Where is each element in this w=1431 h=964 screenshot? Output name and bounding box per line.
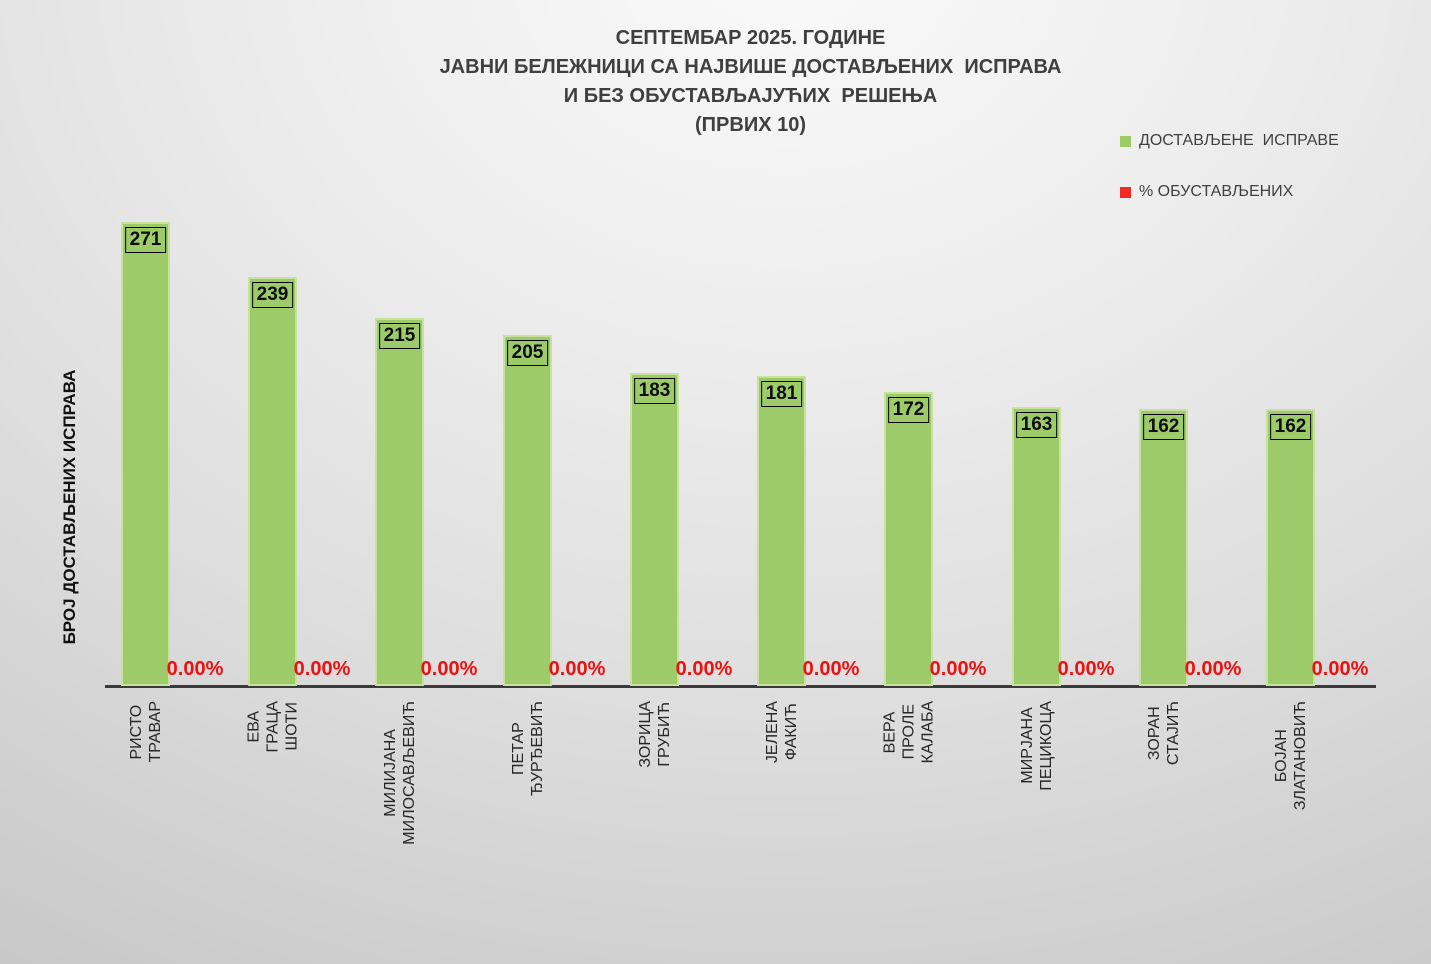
bar-value-label: 162 bbox=[1269, 414, 1312, 440]
legend-item-suspended: % ОБУСТАВЉЕНИХ bbox=[1120, 183, 1339, 201]
pct-label-4: 0.00% bbox=[548, 658, 606, 680]
bar-2: 239 bbox=[248, 277, 297, 686]
pct-label-6: 0.00% bbox=[802, 658, 860, 680]
category-label-9: ЗОРАН СТАЈИЋ bbox=[1145, 701, 1182, 766]
bar-4: 205 bbox=[503, 335, 552, 686]
bar-6: 181 bbox=[757, 376, 806, 686]
category-label-4: ПЕТАР ЂУРЂЕВИЋ bbox=[509, 701, 546, 797]
bar-5: 183 bbox=[630, 373, 679, 686]
bar-9: 162 bbox=[1139, 409, 1188, 686]
pct-label-10: 0.00% bbox=[1311, 658, 1369, 680]
legend: ДОСТАВЉЕНЕ ИСПРАВЕ % ОБУСТАВЉЕНИХ bbox=[1120, 132, 1339, 234]
category-label-5: ЗОРИЦА ГРУБИЋ bbox=[636, 696, 673, 768]
bar-7: 172 bbox=[884, 392, 933, 686]
pct-label-1: 0.00% bbox=[166, 658, 224, 680]
legend-label-delivered: ДОСТАВЉЕНЕ ИСПРАВЕ bbox=[1139, 132, 1339, 149]
legend-label-suspended: % ОБУСТАВЉЕНИХ bbox=[1139, 183, 1294, 200]
category-label-10: БОЈАН ЗЛАТАНОВИЋ bbox=[1272, 701, 1309, 811]
pct-label-3: 0.00% bbox=[420, 658, 478, 680]
bar-value-label: 239 bbox=[251, 282, 294, 308]
category-label-6: ЈЕЛЕНА ФАКИЋ bbox=[763, 696, 800, 764]
pct-label-7: 0.00% bbox=[929, 658, 987, 680]
bar-value-label: 215 bbox=[378, 323, 421, 349]
bar-value-label: 163 bbox=[1015, 412, 1058, 438]
category-label-3: МИЛИЈАНА МИЛОСАВЉЕВИЋ bbox=[381, 701, 418, 845]
category-label-2: ЕВА ГРАЦА ШОТИ bbox=[245, 696, 300, 753]
pct-label-9: 0.00% bbox=[1184, 658, 1242, 680]
category-label-1: РИСТО ТРАВАР bbox=[127, 699, 164, 763]
bar-1: 271 bbox=[121, 222, 170, 686]
bar-value-label: 172 bbox=[887, 397, 930, 423]
chart-title: СЕПТЕМБАР 2025. ГОДИНЕ ЈАВНИ БЕЛЕЖНИЦИ С… bbox=[439, 27, 1062, 136]
category-label-8: МИРЈАНА ПЕЦИКОЦА bbox=[1018, 701, 1055, 791]
y-axis-title: БРОЈ ДОСТАВЉЕНИХ ИСПРАВА bbox=[60, 369, 79, 645]
bar-value-label: 271 bbox=[124, 227, 167, 253]
bar-value-label: 205 bbox=[506, 340, 549, 366]
legend-marker-red-icon bbox=[1120, 186, 1131, 198]
x-axis-line bbox=[105, 685, 1376, 688]
bar-8: 163 bbox=[1012, 407, 1061, 686]
bar-value-label: 183 bbox=[633, 378, 676, 404]
bar-10: 162 bbox=[1266, 409, 1315, 686]
pct-label-2: 0.00% bbox=[293, 658, 351, 680]
legend-marker-green-icon bbox=[1120, 135, 1131, 147]
bar-value-label: 162 bbox=[1142, 414, 1185, 440]
category-label-7: ВЕРА ПРОЛЕ КАЛАБА bbox=[881, 700, 936, 764]
pct-label-5: 0.00% bbox=[675, 658, 733, 680]
legend-item-delivered: ДОСТАВЉЕНЕ ИСПРАВЕ bbox=[1120, 132, 1339, 150]
bar-3: 215 bbox=[375, 318, 424, 686]
bar-value-label: 181 bbox=[760, 381, 803, 407]
pct-label-8: 0.00% bbox=[1057, 658, 1115, 680]
